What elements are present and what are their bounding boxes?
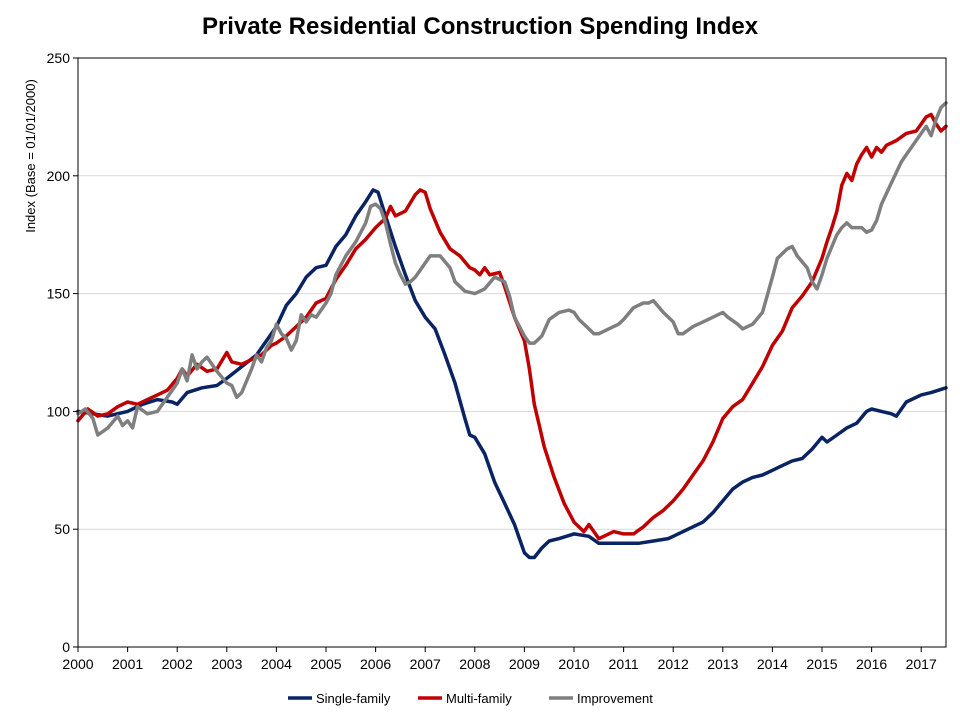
x-tick-label: 2017	[906, 656, 937, 672]
series-lines	[76, 101, 948, 560]
plot-area	[77, 57, 947, 648]
series-line-multi-family	[76, 112, 948, 541]
legend-label: Single-family	[316, 691, 391, 706]
x-tick-label: 2003	[211, 656, 242, 672]
gridlines	[78, 175, 946, 530]
x-tick-label: 2015	[806, 656, 837, 672]
x-tick-label: 2010	[558, 656, 589, 672]
legend-label: Improvement	[577, 691, 653, 706]
chart-title: Private Residential Construction Spendin…	[202, 13, 759, 40]
x-tick-label: 2007	[410, 656, 441, 672]
x-tick-label: 2005	[310, 656, 341, 672]
y-tick-label: 100	[47, 403, 71, 419]
y-tick-label: 200	[47, 168, 71, 184]
x-tick-label: 2001	[112, 656, 143, 672]
y-axis-label: Index (Base = 01/01/2000)	[23, 79, 38, 233]
y-axis-ticks: 0 50 100 150 200 250	[47, 50, 78, 655]
x-tick-label: 2013	[707, 656, 738, 672]
x-tick-label: 2002	[162, 656, 193, 672]
series-line-single-family	[76, 188, 948, 560]
x-tick-label: 2008	[459, 656, 490, 672]
x-tick-label: 2000	[62, 656, 93, 672]
y-tick-label: 150	[47, 286, 71, 302]
x-tick-label: 2009	[509, 656, 540, 672]
y-tick-label: 250	[47, 50, 71, 66]
x-tick-label: 2012	[658, 656, 689, 672]
x-tick-label: 2016	[856, 656, 887, 672]
y-tick-label: 50	[54, 521, 70, 537]
x-tick-label: 2011	[609, 656, 639, 672]
x-tick-label: 2004	[261, 656, 292, 672]
legend: Single-family Multi-family Improvement	[288, 691, 653, 706]
x-tick-label: 2014	[757, 656, 788, 672]
series-line-improvement	[76, 101, 948, 437]
y-tick-label: 0	[62, 639, 70, 655]
x-tick-label: 2006	[360, 656, 391, 672]
legend-label: Multi-family	[446, 691, 512, 706]
x-axis-ticks: 2000 2001 2002 2003 2004 2005 2006 2007 2008 2009…	[62, 647, 937, 672]
